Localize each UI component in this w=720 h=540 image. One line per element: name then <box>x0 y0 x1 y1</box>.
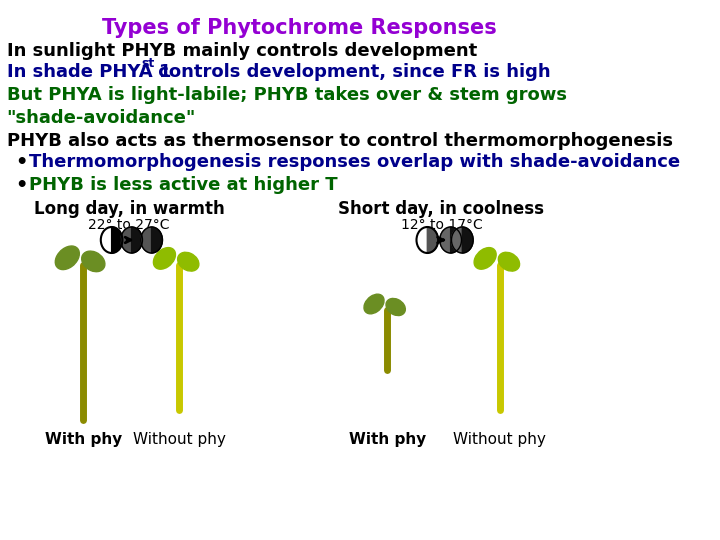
Wedge shape <box>101 227 112 253</box>
Ellipse shape <box>81 251 105 272</box>
Wedge shape <box>416 227 428 253</box>
Wedge shape <box>141 227 152 253</box>
Text: But PHYA is light-labile; PHYB takes over & stem grows: But PHYA is light-labile; PHYB takes ove… <box>6 86 567 104</box>
Text: controls development, since FR is high: controls development, since FR is high <box>153 63 551 81</box>
Wedge shape <box>451 227 462 253</box>
Text: "shade-avoidance": "shade-avoidance" <box>6 109 196 127</box>
Wedge shape <box>451 227 462 253</box>
Text: st: st <box>142 57 155 70</box>
Text: Thermomorphogenesis responses overlap with shade-avoidance: Thermomorphogenesis responses overlap wi… <box>29 153 680 171</box>
Ellipse shape <box>178 252 199 271</box>
Ellipse shape <box>153 248 176 269</box>
Ellipse shape <box>364 294 384 314</box>
Wedge shape <box>121 227 132 253</box>
Text: 12° to 17°C: 12° to 17°C <box>400 218 482 232</box>
Wedge shape <box>462 227 473 253</box>
Ellipse shape <box>386 299 405 315</box>
Text: Short day, in coolness: Short day, in coolness <box>338 200 544 218</box>
Text: In sunlight PHYB mainly controls development: In sunlight PHYB mainly controls develop… <box>6 42 477 60</box>
Wedge shape <box>440 227 451 253</box>
Wedge shape <box>112 227 122 253</box>
Ellipse shape <box>474 248 496 269</box>
Text: With phy: With phy <box>45 432 122 447</box>
Wedge shape <box>152 227 163 253</box>
Ellipse shape <box>498 252 520 271</box>
Text: PHYB also acts as thermosensor to control thermomorphogenesis: PHYB also acts as thermosensor to contro… <box>6 132 672 150</box>
Text: Without phy: Without phy <box>454 432 546 447</box>
Text: •: • <box>15 153 27 172</box>
Text: 22° to 27°C: 22° to 27°C <box>89 218 170 232</box>
Ellipse shape <box>55 246 79 269</box>
Text: •: • <box>15 176 27 195</box>
Wedge shape <box>428 227 438 253</box>
Text: Without phy: Without phy <box>132 432 225 447</box>
Wedge shape <box>132 227 143 253</box>
Text: With phy: With phy <box>348 432 426 447</box>
Text: Types of Phytochrome Responses: Types of Phytochrome Responses <box>102 18 498 38</box>
Text: Long day, in warmth: Long day, in warmth <box>34 200 225 218</box>
Text: In shade PHYA 1: In shade PHYA 1 <box>6 63 171 81</box>
Text: PHYB is less active at higher T: PHYB is less active at higher T <box>29 176 338 194</box>
